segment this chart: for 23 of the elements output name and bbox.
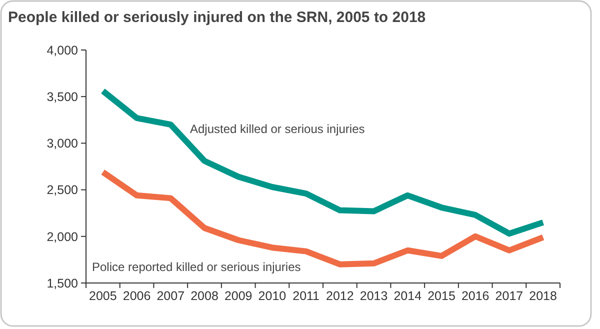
x-tick-label: 2016 — [461, 289, 490, 303]
x-tick-label: 2012 — [326, 289, 354, 303]
x-tick-label: 2015 — [428, 289, 456, 303]
y-tick-label: 2,000 — [46, 230, 78, 244]
series-label: Police reported killed or serious injuries — [92, 260, 301, 274]
x-tick-label: 2007 — [156, 289, 185, 303]
chart-title: People killed or seriously injured on the SRN, 2005 to 2018 — [8, 9, 426, 26]
y-tick-label: 2,500 — [46, 183, 78, 198]
series-label: Adjusted killed or serious injuries — [190, 122, 365, 136]
x-tick-label: 2011 — [292, 289, 320, 303]
x-tick-label: 2010 — [258, 289, 286, 303]
y-tick-label: 3,000 — [46, 136, 78, 151]
x-tick-label: 2013 — [360, 289, 388, 303]
y-tick-label: 4,000 — [46, 43, 78, 58]
x-tick-label: 2014 — [394, 289, 422, 303]
x-tick-label: 2006 — [122, 289, 151, 303]
x-tick-label: 2008 — [190, 289, 218, 303]
x-tick-label: 2009 — [224, 289, 252, 303]
x-tick-label: 2005 — [89, 289, 117, 303]
x-tick-label: 2017 — [495, 289, 524, 303]
y-tick-label: 1,500 — [46, 276, 78, 290]
y-tick-label: 3,500 — [46, 90, 78, 104]
x-tick-label: 2018 — [529, 289, 558, 303]
